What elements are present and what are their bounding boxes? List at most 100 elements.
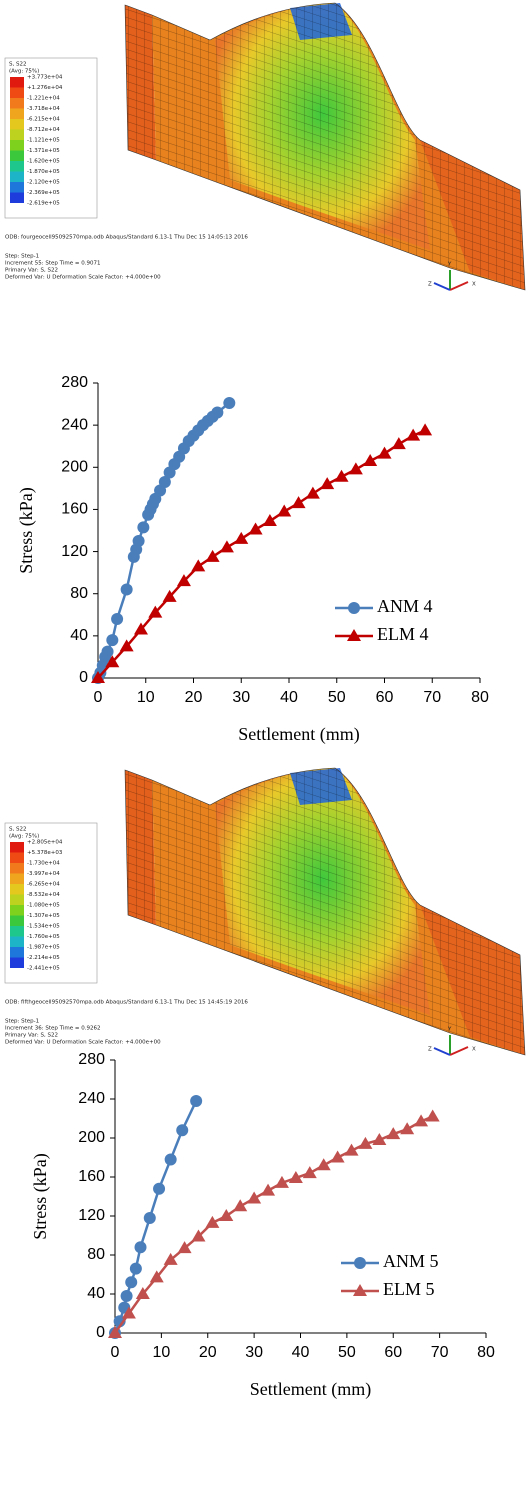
- data-point: [372, 1132, 387, 1145]
- triad-label: X: [472, 1047, 476, 1053]
- legend-marker: [348, 602, 360, 614]
- x-tick-label: 70: [431, 1344, 449, 1361]
- contour-swatch: [10, 915, 24, 926]
- info-line: Primary Var: S, S22: [5, 268, 58, 274]
- x-tick-label: 0: [94, 689, 103, 706]
- x-tick-label: 70: [423, 689, 441, 706]
- data-point: [191, 1229, 206, 1242]
- data-point: [391, 437, 406, 450]
- contour-swatch: [10, 129, 24, 140]
- data-point: [111, 613, 124, 625]
- legend-marker: [354, 1257, 366, 1269]
- info-line: Increment 55: Step Time = 0.9071: [5, 261, 100, 267]
- triad-x: [449, 1046, 469, 1056]
- contour-swatch: [10, 140, 24, 151]
- info-line: Increment 36: Step Time = 0.9262: [5, 1026, 100, 1032]
- legend-subtitle: (Avg: 75%): [9, 834, 39, 840]
- x-tick-label: 20: [199, 1344, 217, 1361]
- x-axis-label: Settlement (mm): [250, 1379, 371, 1400]
- info-line: Deformed Var: U Deformation Scale Factor…: [5, 275, 161, 281]
- data-point: [205, 549, 220, 562]
- model-mesh: [124, 767, 526, 1056]
- data-point: [205, 1215, 220, 1228]
- fem-image: S, S22(Avg: 75%)+3.773e+04 +1.276e+04 -1.2…: [4, 2, 526, 291]
- triad-z: [433, 1047, 451, 1056]
- data-point: [316, 1158, 331, 1171]
- contour-swatch: [10, 852, 24, 863]
- x-tick-label: 50: [328, 689, 346, 706]
- data-point: [234, 531, 249, 544]
- contour-level: -2.369e+05: [27, 190, 60, 196]
- contour-swatch: [10, 863, 24, 874]
- info-line: Primary Var: S, S22: [5, 1033, 58, 1039]
- data-point: [330, 1150, 345, 1163]
- data-point: [163, 1252, 178, 1265]
- contour-level: -6.265e+04: [27, 882, 60, 888]
- x-tick-label: 80: [477, 1344, 495, 1361]
- contour-swatch: [10, 161, 24, 172]
- contour-level: -1.371e+05: [27, 148, 60, 154]
- contour-level: -1.307e+05: [27, 913, 60, 919]
- legend-marker: [353, 1284, 367, 1296]
- contour-swatch: [10, 182, 24, 193]
- data-point: [176, 574, 191, 587]
- data-point: [418, 423, 433, 436]
- contour-swatch: [10, 87, 24, 98]
- triad-label: Z: [428, 1047, 432, 1053]
- contour-swatch: [10, 77, 24, 88]
- data-point: [358, 1136, 373, 1149]
- contour-swatch: [10, 192, 24, 203]
- data-point: [288, 1170, 303, 1183]
- data-point: [233, 1199, 248, 1212]
- x-tick-label: 30: [232, 689, 250, 706]
- data-point: [176, 1124, 189, 1137]
- contour-level: -1.221e+04: [27, 96, 60, 102]
- data-point: [348, 462, 363, 475]
- y-tick-label: 80: [87, 1246, 105, 1263]
- contour-level: -3.997e+04: [27, 871, 60, 877]
- info-line: Deformed Var: U Deformation Scale Factor…: [5, 1040, 161, 1046]
- x-tick-label: 40: [292, 1344, 310, 1361]
- data-point: [334, 469, 349, 482]
- y-tick-label: 0: [96, 1324, 105, 1341]
- data-point: [414, 1114, 429, 1127]
- info-line: Step: Step-1: [5, 1019, 39, 1025]
- data-point: [386, 1127, 401, 1140]
- info-line: ODB: fifthgeocell95092570mpa.odb Abaqus/…: [5, 1000, 248, 1006]
- contour-swatch: [10, 98, 24, 109]
- contour-level: -3.718e+04: [27, 106, 60, 112]
- data-point: [219, 1209, 234, 1221]
- contour-swatch: [10, 936, 24, 947]
- y-tick-label: 0: [79, 669, 88, 686]
- fem-image: S, S22(Avg: 75%)+2.805e+04 +5.378e+03 -1.7…: [4, 767, 526, 1056]
- legend-title: S, S22: [9, 827, 26, 833]
- data-point: [223, 397, 236, 410]
- y-tick-label: 120: [78, 1207, 105, 1224]
- data-point: [137, 521, 150, 534]
- x-tick-label: 10: [152, 1344, 170, 1361]
- contour-level: -2.120e+05: [27, 180, 60, 186]
- y-tick-label: 200: [78, 1129, 105, 1146]
- data-point: [120, 1289, 133, 1302]
- contour-level: -1.534e+05: [27, 924, 60, 930]
- legend-label: ELM 5: [383, 1279, 435, 1299]
- triad-z: [433, 282, 451, 291]
- contour-level: +3.773e+04: [27, 75, 63, 81]
- data-point: [247, 1191, 262, 1204]
- y-tick-label: 160: [78, 1168, 105, 1185]
- data-point: [162, 589, 177, 602]
- contour-level: -1.760e+05: [27, 934, 60, 940]
- contour-level: -8.532e+04: [27, 892, 60, 898]
- legend-marker: [347, 629, 361, 641]
- contour-level: -2.441e+05: [27, 966, 60, 972]
- data-point: [129, 1262, 142, 1275]
- triad-label: Y: [447, 1027, 452, 1033]
- contour-level: -2.619e+05: [27, 201, 60, 207]
- x-tick-label: 30: [245, 1344, 263, 1361]
- y-tick-label: 280: [78, 1051, 105, 1068]
- x-tick-label: 0: [111, 1344, 120, 1361]
- y-tick-label: 40: [87, 1285, 105, 1302]
- data-point: [305, 486, 320, 499]
- info-line: ODB: fourgeocell95092570mpa.odb Abaqus/S…: [5, 235, 248, 241]
